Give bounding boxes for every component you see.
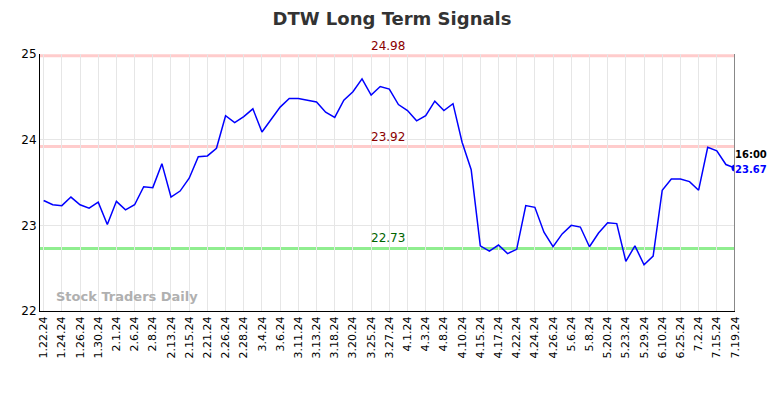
svg-text:4.8.24: 4.8.24 xyxy=(437,316,450,351)
svg-text:Stock Traders Daily: Stock Traders Daily xyxy=(56,289,198,304)
svg-text:4.1.24: 4.1.24 xyxy=(401,316,414,351)
svg-text:5.23.24: 5.23.24 xyxy=(619,316,632,358)
svg-text:22: 22 xyxy=(21,304,36,318)
svg-text:1.24.24: 1.24.24 xyxy=(55,316,68,358)
svg-text:25: 25 xyxy=(21,47,36,61)
svg-text:2.1.24: 2.1.24 xyxy=(110,316,123,351)
svg-text:2.15.24: 2.15.24 xyxy=(183,316,196,358)
svg-text:5.29.24: 5.29.24 xyxy=(638,316,651,358)
svg-text:16:00: 16:00 xyxy=(735,149,767,160)
svg-text:DTW Long Term Signals: DTW Long Term Signals xyxy=(272,8,511,29)
svg-text:5.8.24: 5.8.24 xyxy=(583,316,596,351)
svg-text:2.28.24: 2.28.24 xyxy=(237,316,250,358)
svg-text:3.4.24: 3.4.24 xyxy=(256,316,269,351)
svg-text:5.6.24: 5.6.24 xyxy=(565,316,578,351)
svg-text:2.8.24: 2.8.24 xyxy=(146,316,159,351)
svg-text:23.92: 23.92 xyxy=(371,130,405,144)
svg-text:4.22.24: 4.22.24 xyxy=(510,316,523,358)
svg-text:2.13.24: 2.13.24 xyxy=(165,316,178,358)
svg-text:5.20.24: 5.20.24 xyxy=(601,316,614,358)
svg-text:22.73: 22.73 xyxy=(371,231,405,245)
svg-text:3.25.24: 3.25.24 xyxy=(365,316,378,358)
svg-text:1.26.24: 1.26.24 xyxy=(74,316,87,358)
svg-text:7.19.24: 7.19.24 xyxy=(729,316,742,358)
svg-text:23.67: 23.67 xyxy=(735,164,767,175)
svg-text:23: 23 xyxy=(21,219,36,233)
svg-text:4.3.24: 4.3.24 xyxy=(419,316,432,351)
svg-text:24: 24 xyxy=(21,133,36,147)
svg-text:4.24.24: 4.24.24 xyxy=(528,316,541,358)
svg-text:3.11.24: 3.11.24 xyxy=(292,316,305,358)
svg-text:3.18.24: 3.18.24 xyxy=(328,316,341,358)
svg-text:1.22.24: 1.22.24 xyxy=(37,316,50,358)
svg-text:4.26.24: 4.26.24 xyxy=(547,316,560,358)
svg-text:3.13.24: 3.13.24 xyxy=(310,316,323,358)
svg-text:7.2.24: 7.2.24 xyxy=(692,316,705,351)
svg-text:6.25.24: 6.25.24 xyxy=(674,316,687,358)
svg-text:2.26.24: 2.26.24 xyxy=(219,316,232,358)
svg-text:3.6.24: 3.6.24 xyxy=(274,316,287,351)
svg-text:4.15.24: 4.15.24 xyxy=(474,316,487,358)
svg-text:1.30.24: 1.30.24 xyxy=(92,316,105,358)
svg-text:4.10.24: 4.10.24 xyxy=(456,316,469,358)
svg-text:3.27.24: 3.27.24 xyxy=(383,316,396,358)
svg-text:2.6.24: 2.6.24 xyxy=(128,316,141,351)
svg-text:24.98: 24.98 xyxy=(371,39,405,53)
svg-text:2.21.24: 2.21.24 xyxy=(201,316,214,358)
svg-text:6.10.24: 6.10.24 xyxy=(656,316,669,358)
svg-text:7.15.24: 7.15.24 xyxy=(710,316,723,358)
svg-text:4.17.24: 4.17.24 xyxy=(492,316,505,358)
svg-text:3.20.24: 3.20.24 xyxy=(347,316,360,358)
